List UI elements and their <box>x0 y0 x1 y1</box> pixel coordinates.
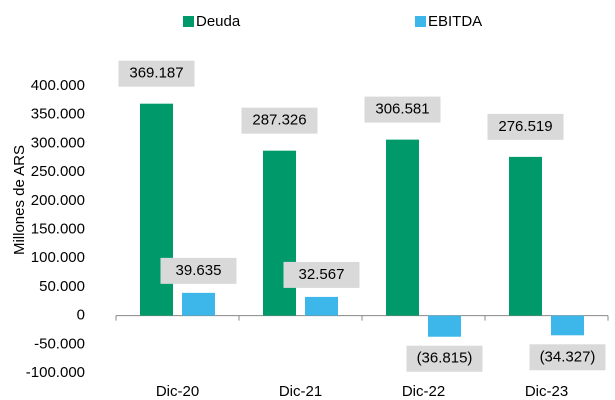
y-tick-label: 400.000 <box>31 77 85 94</box>
data-label: (36.815) <box>417 350 473 367</box>
data-label: 306.581 <box>375 101 429 118</box>
x-tick-label: Dic-21 <box>279 383 322 400</box>
y-tick-label: 350.000 <box>31 106 85 123</box>
y-tick-label: 250.000 <box>31 163 85 180</box>
bar <box>551 315 584 336</box>
y-tick-label: 50.000 <box>39 278 85 295</box>
data-label-box <box>406 345 483 372</box>
y-axis-label: Millones de ARS <box>11 145 28 255</box>
legend-swatch <box>183 16 194 27</box>
x-tick-label: Dic-23 <box>525 383 568 400</box>
data-label-box <box>118 60 195 87</box>
data-label: (34.327) <box>540 348 596 365</box>
x-tick-label: Dic-20 <box>156 383 199 400</box>
bar <box>428 315 461 337</box>
y-tick-label: 300.000 <box>31 134 85 151</box>
y-tick-label: 200.000 <box>31 192 85 209</box>
data-label-box <box>241 107 318 134</box>
data-label: 39.635 <box>176 262 222 279</box>
legend-label: EBITDA <box>428 13 482 30</box>
legend-swatch <box>415 16 426 27</box>
data-label-box <box>364 96 441 123</box>
data-label: 287.326 <box>252 112 306 129</box>
y-tick-label: 150.000 <box>31 220 85 237</box>
data-label-box <box>487 113 564 140</box>
x-tick-label: Dic-22 <box>402 383 445 400</box>
y-tick-label: 100.000 <box>31 249 85 266</box>
bar <box>263 150 296 316</box>
data-label-box <box>283 261 360 288</box>
data-label: 32.567 <box>299 266 345 283</box>
data-label: 276.519 <box>498 118 552 135</box>
bar <box>182 292 215 316</box>
y-tick-label: -100.000 <box>26 364 85 381</box>
legend-label: Deuda <box>196 13 241 30</box>
bar <box>386 139 419 316</box>
bar <box>509 156 542 316</box>
y-tick-label: -50.000 <box>34 335 85 352</box>
data-label: 369.187 <box>129 65 183 82</box>
data-label-box <box>529 344 606 371</box>
bar <box>305 296 338 316</box>
y-tick-label: 0 <box>77 307 85 324</box>
data-label-box <box>160 257 237 284</box>
